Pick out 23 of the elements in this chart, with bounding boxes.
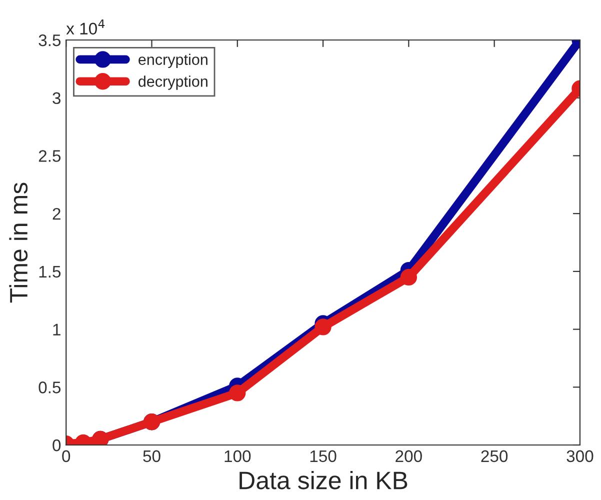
y-tick-label: 3.5 xyxy=(38,34,61,46)
legend-label: decryption xyxy=(138,76,208,90)
x-axis-title: Data size in KB xyxy=(240,470,408,490)
y-tick-label: 2.5 xyxy=(38,150,61,162)
y-tick-label: 2 xyxy=(52,208,60,220)
x-tick-label: 300 xyxy=(566,450,594,462)
y-tick-label: 1.5 xyxy=(39,266,61,278)
x-tick-label: 200 xyxy=(396,450,422,462)
text: x 10$^{4}$ xyxy=(66,20,105,35)
y-axis-title: Time in ms xyxy=(9,182,28,303)
legend-label: encryption xyxy=(138,54,208,68)
x-tick-label: 100 xyxy=(224,450,251,462)
x-tick-label: 0 xyxy=(62,450,70,462)
x-tick-label: 250 xyxy=(481,450,508,462)
y-tick-label: 0.5 xyxy=(38,382,61,394)
point xyxy=(314,318,332,336)
x-tick-label: 150 xyxy=(310,450,336,462)
point xyxy=(400,268,418,286)
y-tick-label: 0 xyxy=(52,439,61,452)
point xyxy=(229,384,246,402)
y-tick-label: 3 xyxy=(52,92,61,104)
x-tick-label: 50 xyxy=(143,450,160,462)
y-tick-label: 1 xyxy=(53,324,60,336)
